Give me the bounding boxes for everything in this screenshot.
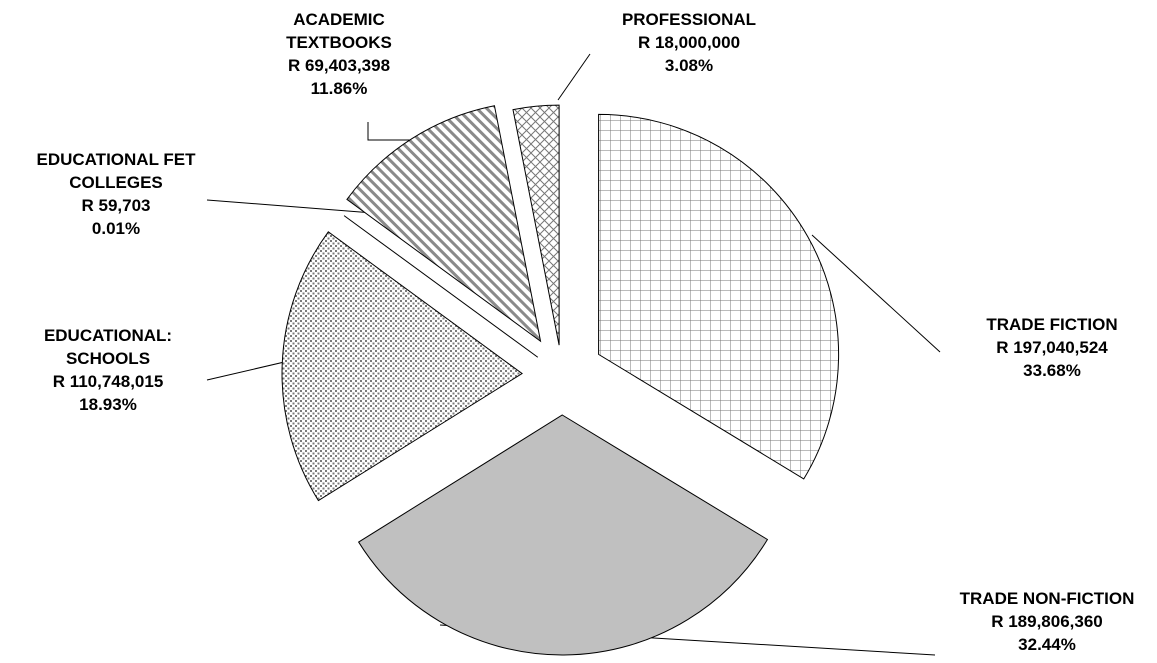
data-label-trade-non-fiction: TRADE NON-FICTION R 189,806,360 32.44% [960,589,1135,654]
data-label-educational-fet-colleges: EDUCATIONAL FET COLLEGES R 59,703 0.01% [37,150,197,238]
data-label-trade-fiction: TRADE FICTION R 197,040,524 33.68% [986,315,1117,380]
pie-slice-trade-non-fiction [357,414,769,656]
pie-slice-trade-fiction [598,113,840,480]
data-label-professional: PROFESSIONAL R 18,000,000 3.08% [622,10,756,75]
pie-slice-academic-textbooks [346,105,542,343]
data-label-academic-textbooks: ACADEMIC TEXTBOOKS R 69,403,398 11.86% [286,10,392,98]
pie-slice-educational-fet-colleges [343,215,539,358]
leader-line-trade-fiction [811,234,941,353]
data-label-educational-schools: EDUCATIONAL: SCHOOLS R 110,748,015 18.93% [44,326,172,414]
pie-slice-educational-schools [281,231,523,502]
slice-labels: TRADE FICTION R 197,040,524 33.68% TRADE NO… [37,10,1135,654]
leader-line-educational-fet-colleges [206,199,374,214]
pie-slices [281,104,840,656]
pie-slice-professional [512,104,560,346]
leader-line-professional [557,53,591,101]
